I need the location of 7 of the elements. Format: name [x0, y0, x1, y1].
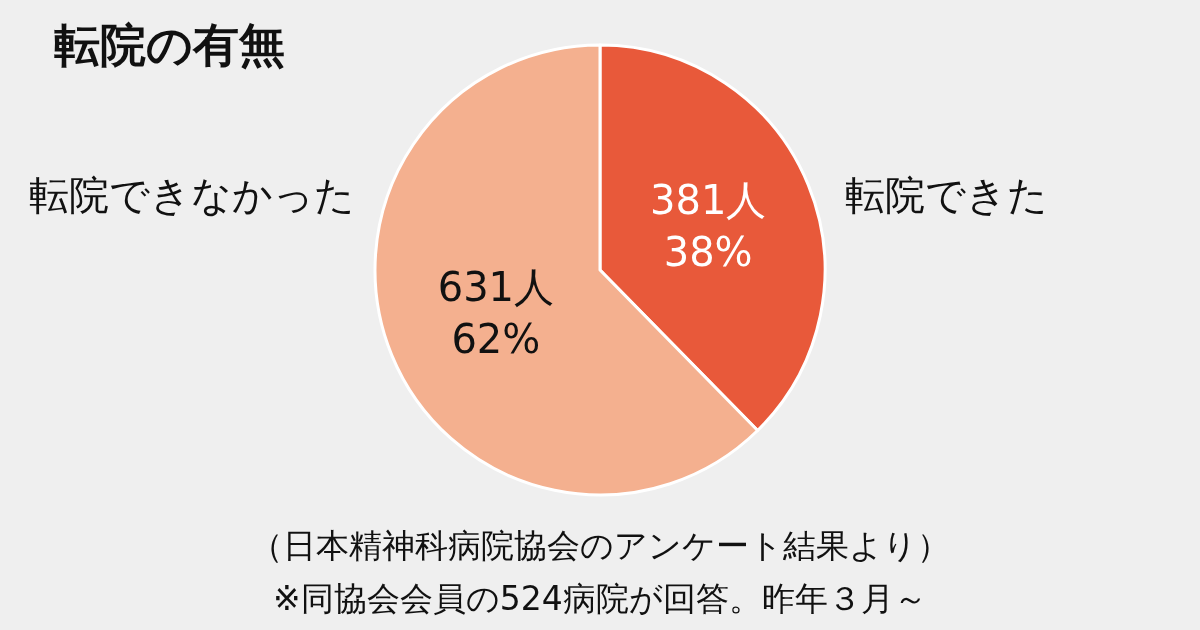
data-label: 631人 62% [437, 263, 555, 362]
chart-title: 転院の有無 [54, 18, 285, 73]
slice-label: 転院できなかった [29, 172, 355, 218]
text: ※同協会会員の524病院が回答。昨年３月～ [273, 579, 927, 618]
data-label: 381人 38% [649, 176, 767, 275]
text: （日本精神科病院協会のアンケート結果より） [250, 526, 950, 565]
slice-label: 転院できた [845, 172, 1048, 218]
